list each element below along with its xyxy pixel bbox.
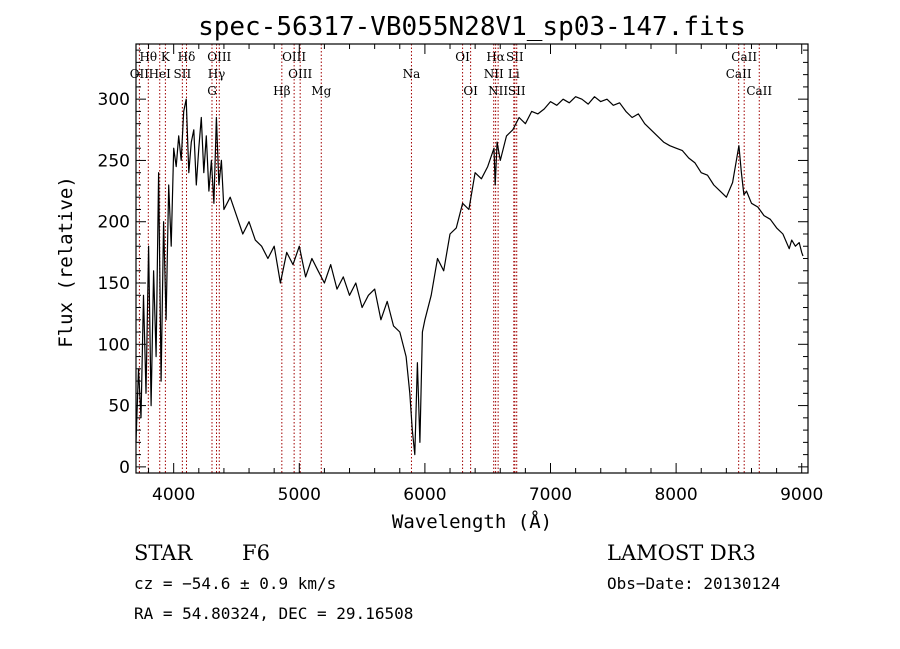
survey-name: LAMOST DR3 — [607, 541, 756, 565]
line-label: K — [161, 50, 171, 64]
line-label: OI — [455, 50, 470, 64]
x-axis-label: Wavelength (Å) — [392, 510, 552, 533]
x-tick-label: 6000 — [403, 485, 446, 505]
line-label: G — [207, 84, 217, 98]
y-axis-label: Flux (relative) — [55, 176, 77, 348]
x-tick-label: 7000 — [529, 485, 572, 505]
line-label: OIII — [282, 50, 306, 64]
subclass: F6 — [242, 541, 270, 565]
x-tick-label: 5000 — [278, 485, 321, 505]
y-tick-label: 100 — [98, 335, 130, 355]
line-label: SII — [508, 84, 526, 98]
y-tick-label: 0 — [119, 458, 130, 478]
x-tick-label: 4000 — [152, 485, 195, 505]
line-label: SII — [173, 67, 191, 81]
line-label: Hβ — [273, 84, 290, 98]
line-label: CaII — [726, 67, 752, 81]
line-label: Hα — [486, 50, 505, 64]
coordinates: RA = 54.80324, DEC = 29.16508 — [134, 604, 414, 623]
line-label: OI — [463, 84, 478, 98]
y-tick-label: 50 — [108, 397, 130, 417]
plot-frame — [135, 43, 809, 474]
observation-date: Obs−Date: 20130124 — [607, 574, 781, 593]
y-tick-label: 150 — [98, 274, 130, 294]
y-tick-label: 250 — [98, 151, 130, 171]
line-label: OIII — [288, 67, 312, 81]
object-type: STAR — [134, 541, 193, 565]
line-label: NII — [484, 67, 504, 81]
line-label: Hγ — [208, 67, 226, 81]
line-label: OIII — [207, 50, 231, 64]
x-tick-label: 9000 — [780, 485, 823, 505]
line-label: Hθ — [139, 50, 157, 64]
line-label: CaII — [731, 50, 757, 64]
line-label: NII — [488, 84, 508, 98]
redshift-velocity: cz = −54.6 ± 0.9 km/s — [134, 574, 337, 593]
line-label: HeI — [149, 67, 172, 81]
y-tick-label: 200 — [98, 213, 130, 233]
chart-title: spec-56317-VB055N28V1_sp03-147.fits — [198, 12, 746, 42]
spectrum-line — [135, 96, 804, 456]
y-tick-label: 300 — [98, 90, 130, 110]
line-label: Mg — [311, 84, 331, 98]
spectrum-series — [135, 96, 804, 456]
line-label: SII — [506, 50, 524, 64]
line-label: OII — [130, 67, 150, 81]
line-label: CaII — [746, 84, 772, 98]
line-label: Na — [403, 67, 421, 81]
axes: 4000 5000 6000 7000 8000 9000 0 50 100 150 200 250 3… — [98, 43, 823, 505]
line-label: Li — [508, 67, 520, 81]
line-label: Hδ — [178, 50, 196, 64]
x-tick-label: 8000 — [654, 485, 697, 505]
